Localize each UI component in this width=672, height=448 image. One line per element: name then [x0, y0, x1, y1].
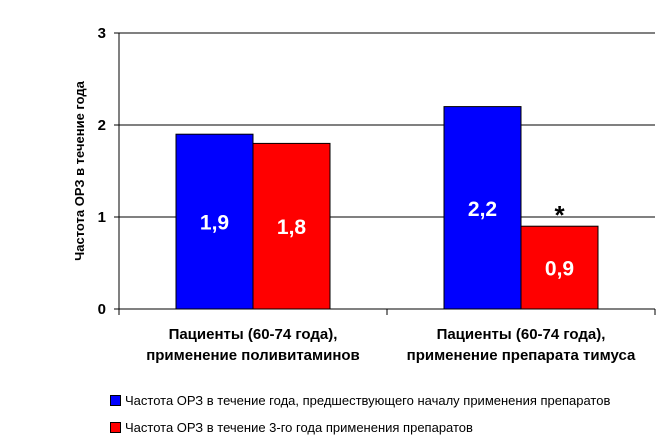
y-tick-label: 2 — [98, 117, 106, 134]
data-label: 1,9 — [200, 212, 229, 235]
bar — [252, 142, 331, 310]
legend-label-before: Частота ОРЗ в течение года, предшествующ… — [125, 393, 611, 408]
legend-label-after: Частота ОРЗ в течение 3-го года применен… — [125, 420, 473, 435]
data-label: 0,9 — [545, 258, 574, 281]
y-tick-label: 1 — [98, 209, 106, 226]
bar — [175, 133, 254, 310]
bar — [520, 225, 599, 310]
legend-swatch-blue — [110, 395, 121, 406]
y-axis-title: Частота ОРЗ в течение года — [72, 80, 87, 261]
legend-swatch-red — [110, 422, 121, 433]
bar — [443, 106, 522, 310]
legend-item-after: Частота ОРЗ в течение 3-го года применен… — [110, 420, 473, 435]
category-label: Пациенты (60-74 года), применение поливит… — [146, 326, 360, 364]
significance-asterisk: * — [554, 200, 565, 230]
data-label: 1,8 — [277, 216, 307, 239]
category-label: Пациенты (60-74 года), применение препара… — [407, 326, 636, 364]
legend-item-before: Частота ОРЗ в течение года, предшествующ… — [110, 393, 610, 408]
y-tick-label: 3 — [98, 25, 106, 42]
data-label: 2,2 — [468, 198, 497, 221]
y-tick-label: 0 — [98, 301, 106, 318]
